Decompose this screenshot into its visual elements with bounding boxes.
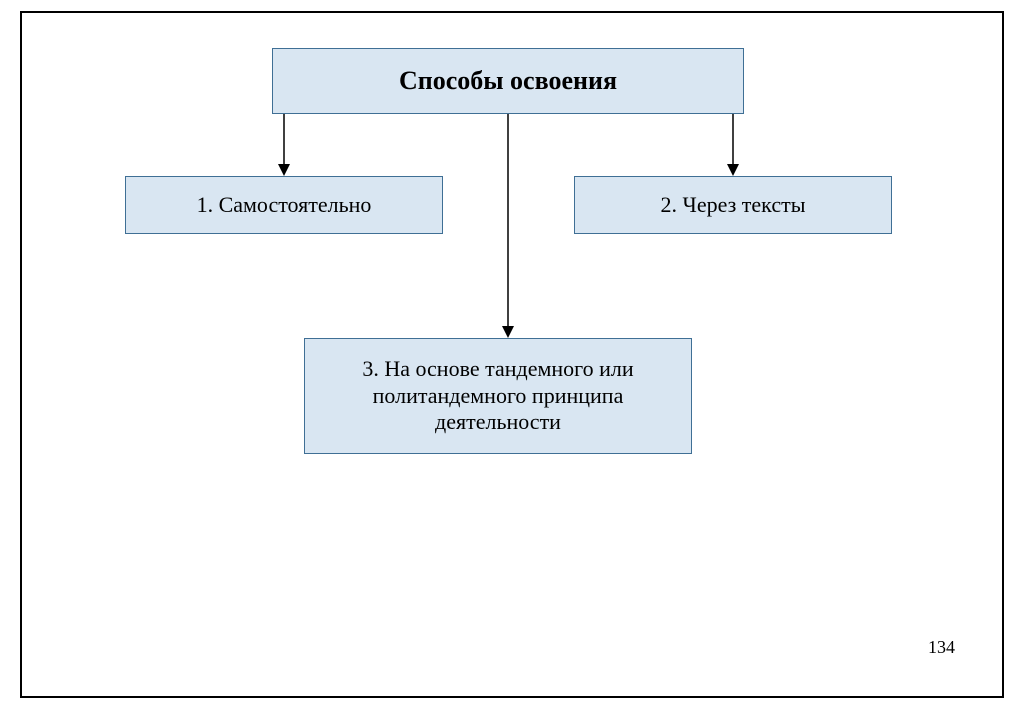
child-node-1: 1. Самостоятельно — [125, 176, 443, 234]
child-node-3-label: 3. На основе тандемного или политандемно… — [319, 356, 677, 435]
child-node-1-label: 1. Самостоятельно — [197, 192, 372, 218]
child-node-2: 2. Через тексты — [574, 176, 892, 234]
page-number: 134 — [928, 637, 955, 658]
child-node-2-label: 2. Через тексты — [661, 192, 806, 218]
page: Способы освоения 1. Самостоятельно 2. Че… — [0, 0, 1024, 709]
page-number-text: 134 — [928, 637, 955, 657]
root-node-label: Способы освоения — [399, 65, 617, 96]
root-node: Способы освоения — [272, 48, 744, 114]
child-node-3: 3. На основе тандемного или политандемно… — [304, 338, 692, 454]
